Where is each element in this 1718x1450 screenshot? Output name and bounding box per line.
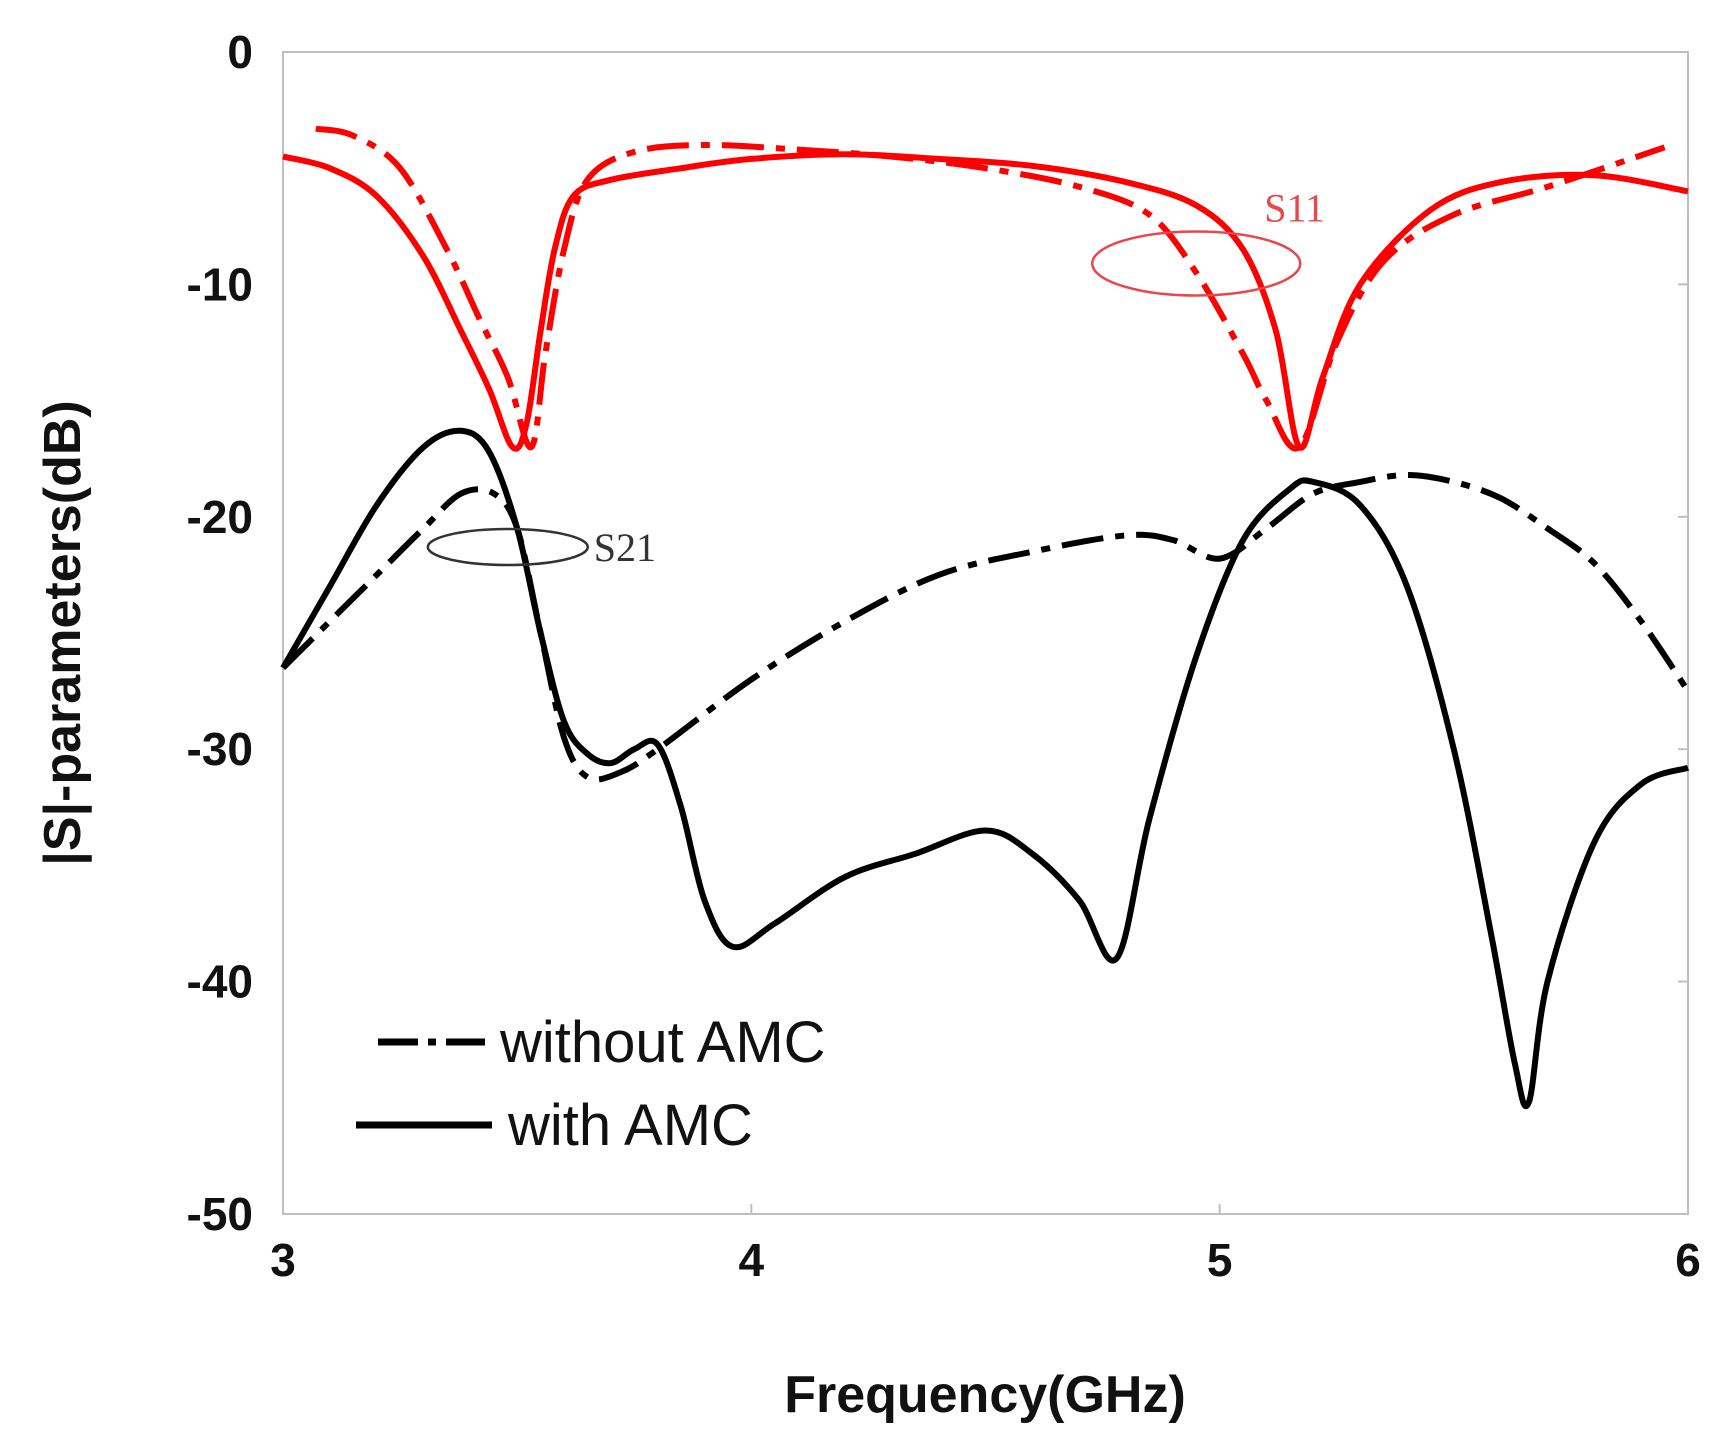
x-tick-label: 3	[270, 1234, 296, 1286]
annotation-label-s21: S21	[594, 525, 656, 570]
legend-label-without-amc: without AMC	[499, 1010, 826, 1075]
plot-area	[282, 51, 1689, 1215]
series-layer	[280, 125, 1691, 1110]
legend-label-with-amc: with AMC	[507, 1093, 753, 1158]
y-tick-label: -30	[187, 723, 253, 775]
annotation-ellipse-s21	[426, 527, 590, 567]
series-s21-with-amc	[280, 427, 1689, 1110]
x-tick-label: 6	[1675, 1234, 1701, 1286]
annotation-ellipse-s11	[1091, 230, 1302, 297]
axis-ticks: 3 4 5 6 0 -10 -20 -30 -40 -50	[187, 26, 1701, 1286]
y-tick-label: 0	[227, 26, 253, 78]
y-tick-label: -40	[187, 956, 253, 1008]
series-s21-without-amc	[280, 472, 1691, 783]
series-s11-without-amc	[315, 125, 1666, 452]
y-tick-label: -20	[187, 491, 253, 543]
annotation-label-s11: S11	[1264, 185, 1325, 230]
x-tick-label: 4	[739, 1234, 765, 1286]
x-tick-label: 5	[1207, 1234, 1233, 1286]
annotations: S11 S21	[426, 185, 1325, 570]
y-tick-label: -50	[187, 1188, 253, 1240]
x-axis-title: Frequency(GHz)	[784, 1366, 1186, 1424]
legend: without AMC with AMC	[356, 1010, 826, 1158]
y-axis-title: |S|-parameters(dB)	[34, 400, 92, 865]
y-tick-label: -10	[187, 258, 253, 310]
